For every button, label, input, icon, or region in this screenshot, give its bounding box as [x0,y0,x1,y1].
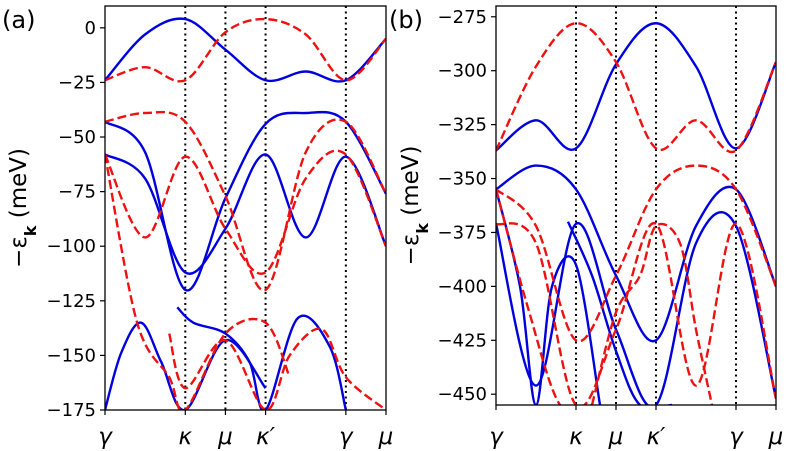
series-red-band-3 [105,149,386,275]
series-red-band-2 [105,110,386,292]
y-tick-label: −50 [58,127,96,148]
x-tick-label: γ [98,424,113,450]
y-tick-label: −300 [438,61,487,82]
series-blue-band-2 [496,164,776,343]
x-tick-label: μ [217,424,233,450]
series-blue-band-3 [105,153,386,275]
series-blue-band-1 [105,17,386,83]
axes-frame [495,5,777,406]
series-red-band-4 [105,154,291,410]
series-red-band-5 [168,327,386,410]
y-tick-label: −125 [47,291,96,312]
y-tick-label: −375 [438,222,487,243]
y-tick-label: −400 [438,276,487,297]
axes-frame [104,5,387,411]
series-red-band-5 [590,222,714,405]
series-red-band-2 [496,164,776,343]
series-blue-band-1 [496,22,776,152]
series-blue-band-5 [566,221,672,405]
y-tick-label: −25 [58,72,96,93]
y-tick-label: −275 [438,7,487,28]
y-tick-label: 0 [85,18,96,39]
y-tick-label: −425 [438,330,487,351]
y-tick-label: −75 [58,182,96,203]
x-tick-label: μ [608,424,624,450]
x-tick-label: μ [378,424,394,450]
series-blue-band-2 [105,110,386,292]
y-axis-label: −εk (meV) [6,148,40,268]
y-tick-label: −450 [438,384,487,405]
plot-area [496,6,776,405]
series-red-band-1 [105,17,386,83]
x-tick-label: κ [179,424,193,450]
series-red-band-1 [496,22,776,154]
x-tick-label: γ [729,424,744,450]
y-tick-label: −325 [438,115,487,136]
x-tick-label: κ′ [256,424,276,450]
series-blue-band-5 [176,306,348,410]
x-tick-label: κ [569,424,583,450]
y-tick-label: −150 [47,345,96,366]
series-blue-band-3 [496,211,776,405]
series-red-band-4 [496,189,592,405]
series-red-band-3 [496,222,776,405]
x-tick-label: γ [339,424,354,450]
x-tick-label: κ′ [647,424,667,450]
y-tick-label: −350 [438,169,487,190]
panel-label: (a) [2,6,35,34]
y-tick-label: −100 [47,236,96,257]
y-tick-label: −175 [47,400,96,421]
x-tick-label: γ [489,424,504,450]
series-blue-band-4 [496,189,602,405]
y-axis-label: −εk (meV) [398,146,432,266]
x-tick-label: μ [768,424,784,450]
plot-area [105,6,386,410]
panel-label: (b) [389,6,423,34]
